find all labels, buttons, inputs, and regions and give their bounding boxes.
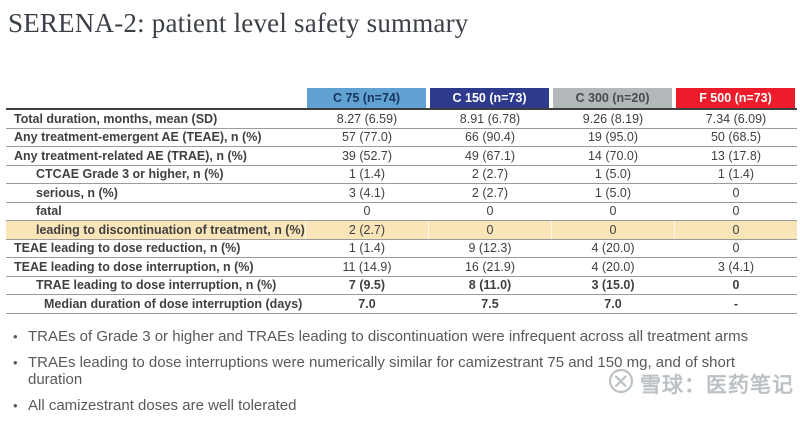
table-row-highlighted: leading to discontinuation of treatment,… [6, 221, 797, 240]
cell-value: 0 [674, 184, 797, 202]
row-label: serious, n (%) [36, 185, 118, 200]
cell-value: 9.26 (8.19) [551, 110, 674, 128]
cell-value: 49 (67.1) [428, 147, 551, 165]
cell-value: 11 (14.9) [305, 258, 428, 276]
cell-value: 2 (2.7) [428, 184, 551, 202]
table-row: Any treatment-emergent AE (TEAE), n (%) … [6, 128, 797, 147]
bullet-text: TRAEs of Grade 3 or higher and TRAEs lea… [28, 328, 749, 345]
cell-value: 1 (1.4) [305, 165, 428, 183]
cell-value: 8.91 (6.78) [428, 110, 551, 128]
table-row: fatal 0 0 0 0 [6, 202, 797, 221]
cell-value: 8 (11.0) [428, 276, 551, 294]
table-row: TEAE leading to dose reduction, n (%) 1 … [6, 239, 797, 258]
cell-value: 9 (12.3) [428, 239, 551, 257]
table-row: CTCAE Grade 3 or higher, n (%) 1 (1.4) 2… [6, 165, 797, 184]
row-label: Total duration, months, mean (SD) [14, 111, 218, 126]
cell-value: 8.27 (6.59) [305, 110, 428, 128]
cell-value: 19 (95.0) [551, 128, 674, 146]
row-label: TRAE leading to dose interruption, n (%) [36, 278, 277, 293]
cell-value: 0 [428, 202, 551, 220]
cell-value: 39 (52.7) [305, 147, 428, 165]
cell-value: 0 [674, 239, 797, 257]
cell-value: 0 [551, 202, 674, 220]
bullet-text: All camizestrant doses are well tolerate… [28, 397, 297, 414]
column-header-spacer [8, 88, 303, 108]
bullet-item: • TRAEs of Grade 3 or higher and TRAEs l… [13, 328, 793, 345]
bullet-dot: • [13, 329, 18, 344]
watermark: 雪球：医药笔记 [608, 368, 794, 400]
cell-value: 4 (20.0) [551, 258, 674, 276]
row-label: Any treatment-related AE (TRAE), n (%) [14, 148, 247, 163]
row-label: fatal [36, 204, 62, 219]
cell-value: 1 (5.0) [551, 165, 674, 183]
xueqiu-logo-icon [608, 368, 634, 400]
bullet-item: • TRAEs leading to dose interruptions we… [13, 354, 793, 388]
table-row: TEAE leading to dose interruption, n (%)… [6, 258, 797, 277]
cell-value: 4 (20.0) [551, 239, 674, 257]
safety-summary-table: C 75 (n=74) C 150 (n=73) C 300 (n=20) F … [6, 88, 797, 314]
cell-value: 16 (21.9) [428, 258, 551, 276]
cell-value: 14 (70.0) [551, 147, 674, 165]
cell-value: 7.0 [551, 295, 674, 313]
cell-value: 0 [551, 221, 674, 239]
cell-value: 0 [674, 202, 797, 220]
table-row: serious, n (%) 3 (4.1) 2 (2.7) 1 (5.0) 0 [6, 184, 797, 203]
cell-value: 3 (4.1) [674, 258, 797, 276]
table-row: Total duration, months, mean (SD) 8.27 (… [6, 110, 797, 129]
cell-value: 3 (4.1) [305, 184, 428, 202]
cell-value: 0 [674, 221, 797, 239]
table-row: Median duration of dose interruption (da… [6, 295, 797, 314]
cell-value: 7.0 [305, 295, 428, 313]
row-label: Any treatment-emergent AE (TEAE), n (%) [14, 130, 262, 145]
cell-value: 2 (2.7) [428, 165, 551, 183]
cell-value: 13 (17.8) [674, 147, 797, 165]
cell-value: 1 (1.4) [674, 165, 797, 183]
cell-value: 66 (90.4) [428, 128, 551, 146]
bullet-dot: • [13, 355, 18, 370]
cell-value: 50 (68.5) [674, 128, 797, 146]
column-header-c300: C 300 (n=20) [553, 88, 672, 108]
row-label: TEAE leading to dose interruption, n (%) [14, 259, 254, 274]
column-header-f500: F 500 (n=73) [676, 88, 795, 108]
cell-value: 0 [428, 221, 551, 239]
column-header-c75: C 75 (n=74) [307, 88, 426, 108]
cell-value: 0 [674, 276, 797, 294]
watermark-text: 雪球：医药笔记 [640, 374, 794, 397]
cell-value: 7.34 (6.09) [674, 110, 797, 128]
column-header-c150: C 150 (n=73) [430, 88, 549, 108]
row-label: Median duration of dose interruption (da… [44, 296, 303, 311]
cell-value: 1 (5.0) [551, 184, 674, 202]
cell-value: 2 (2.7) [305, 221, 428, 239]
cell-value: 57 (77.0) [305, 128, 428, 146]
cell-value: 0 [305, 202, 428, 220]
table-row: TRAE leading to dose interruption, n (%)… [6, 276, 797, 295]
table-header-row: C 75 (n=74) C 150 (n=73) C 300 (n=20) F … [6, 88, 797, 110]
page-title: SERENA-2: patient level safety summary [8, 8, 469, 38]
row-label: leading to discontinuation of treatment,… [36, 222, 305, 237]
row-label: CTCAE Grade 3 or higher, n (%) [36, 167, 224, 182]
cell-value: - [674, 295, 797, 313]
bullet-text: TRAEs leading to dose interruptions were… [28, 354, 735, 388]
bullet-dot: • [13, 398, 18, 413]
cell-value: 7.5 [428, 295, 551, 313]
table-row: Any treatment-related AE (TRAE), n (%) 3… [6, 147, 797, 166]
row-label: TEAE leading to dose reduction, n (%) [14, 241, 241, 256]
cell-value: 7 (9.5) [305, 276, 428, 294]
cell-value: 1 (1.4) [305, 239, 428, 257]
cell-value: 3 (15.0) [551, 276, 674, 294]
